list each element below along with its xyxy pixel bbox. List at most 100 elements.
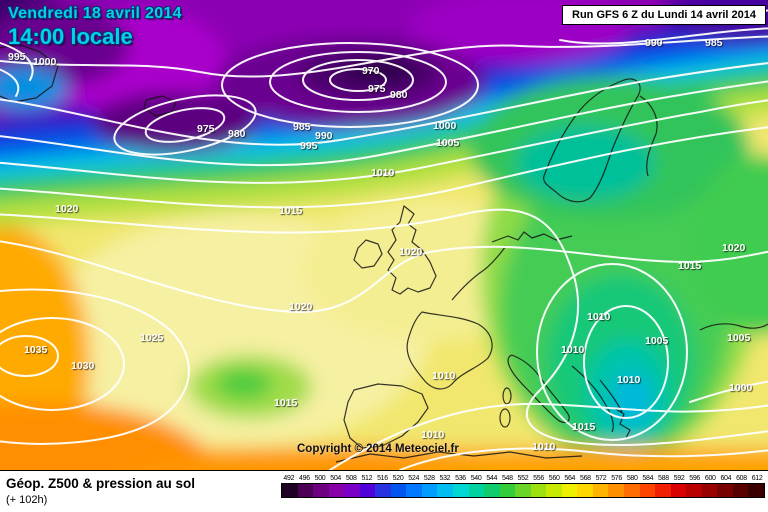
scale-color-cell (468, 484, 485, 497)
pressure-label: 1025 (140, 332, 164, 344)
scale-color-cell (453, 484, 469, 497)
pressure-label: 980 (228, 128, 246, 140)
legend-title: Géop. Z500 & pression au sol (6, 476, 196, 491)
pressure-label: 1015 (274, 397, 298, 409)
pressure-label: 1010 (532, 441, 556, 453)
model-run-info: Run GFS 6 Z du Lundi 14 avril 2014 (562, 5, 766, 25)
map-area: Vendredi 18 avril 2014 14:00 locale Run … (0, 0, 768, 470)
pressure-label: 1000 (433, 120, 457, 132)
legend-bar: Géop. Z500 & pression au sol (+ 102h) 49… (0, 470, 768, 512)
scale-value: 572 (595, 475, 607, 482)
scale-value: 492 (283, 475, 295, 482)
pressure-label: 1010 (432, 370, 456, 382)
scale-value: 556 (533, 475, 544, 482)
scale-value: 520 (392, 475, 404, 482)
scale-color-cell (297, 484, 314, 497)
scale-value: 596 (689, 475, 701, 482)
pressure-label: 1020 (399, 246, 423, 258)
scale-value: 532 (439, 475, 451, 482)
scale-color-cell (732, 484, 749, 497)
scale-color-cell (624, 484, 640, 497)
pressure-label: 995 (300, 140, 318, 152)
pressure-label: 1015 (279, 205, 303, 217)
scale-value: 568 (579, 475, 591, 482)
scale-color-cell (530, 484, 547, 497)
scale-color-cell (515, 484, 531, 497)
scale-values-row: 492 496 500 504 508 512 516 520 524 528 532 536 540 5… (281, 475, 765, 482)
scale-value: 608 (736, 475, 747, 482)
pressure-label: 1015 (678, 260, 702, 272)
scale-color-cell (328, 484, 345, 497)
pressure-label: 995 (8, 51, 26, 63)
scale-value: 536 (455, 475, 466, 482)
scale-color-cell (344, 484, 360, 497)
pressure-label: 1000 (33, 56, 57, 68)
scale-color-cell (375, 484, 391, 497)
scale-value: 548 (501, 475, 513, 482)
scale-value: 524 (408, 475, 420, 482)
scale-value: 584 (642, 475, 654, 482)
scale-value: 604 (720, 475, 732, 482)
pressure-label: 1030 (71, 360, 95, 372)
scale-value: 508 (345, 475, 357, 482)
scale-color-cell (577, 484, 593, 497)
scale-color-cell (406, 484, 422, 497)
scale-value: 560 (548, 475, 560, 482)
scale-value: 592 (673, 475, 685, 482)
pressure-label: 1020 (55, 203, 79, 215)
pressure-label: 990 (645, 37, 663, 49)
scale-value: 544 (486, 475, 498, 482)
weather-map-svg (0, 0, 768, 470)
scale-value: 588 (658, 475, 669, 482)
scale-color-cell (748, 484, 764, 497)
scale-color-cell (421, 484, 438, 497)
pressure-label: 1020 (722, 242, 746, 254)
pressure-label: 975 (197, 123, 215, 135)
scale-value: 516 (377, 475, 388, 482)
scale-color-cell (437, 484, 454, 497)
scale-color-cell (561, 484, 578, 497)
scale-color-cell (390, 484, 407, 497)
scale-color-cell (655, 484, 671, 497)
scale-color-cell (608, 484, 625, 497)
scale-color-cell (499, 484, 516, 497)
scale-value: 496 (299, 475, 310, 482)
scale-color-cell (484, 484, 500, 497)
pressure-label: 1035 (24, 344, 48, 356)
scale-color-cell (701, 484, 718, 497)
scale-value: 580 (626, 475, 638, 482)
pressure-label: 970 (362, 65, 380, 77)
scale-value: 500 (314, 475, 326, 482)
forecast-datetime: Vendredi 18 avril 2014 14:00 locale (8, 5, 182, 50)
scale-color-cell (282, 484, 298, 497)
scale-color-cell (670, 484, 687, 497)
pressure-label: 1010 (421, 429, 445, 441)
scale-value: 564 (564, 475, 576, 482)
pressure-label: 1005 (436, 137, 460, 149)
pressure-label: 1005 (645, 335, 669, 347)
scale-value: 504 (330, 475, 342, 482)
scale-value: 576 (611, 475, 622, 482)
scale-color-cell (313, 484, 329, 497)
pressure-label: 985 (705, 37, 723, 49)
forecast-local-time: 14:00 locale (8, 24, 133, 49)
pressure-label: 1010 (561, 344, 585, 356)
scale-color-cell (592, 484, 609, 497)
pressure-label: 980 (390, 89, 408, 101)
scale-color-cell (359, 484, 376, 497)
scale-value: 552 (517, 475, 529, 482)
color-scale: 492 496 500 504 508 512 516 520 524 528 532 536 540 5… (281, 475, 765, 498)
pressure-label: 1010 (587, 311, 611, 323)
pressure-label: 1020 (289, 301, 313, 313)
scale-color-cell (717, 484, 733, 497)
geopotential-field (0, 0, 768, 470)
scale-value: 600 (704, 475, 716, 482)
pressure-label: 1000 (729, 382, 753, 394)
scale-color-cell (686, 484, 702, 497)
legend-forecast-hour: (+ 102h) (6, 494, 48, 506)
scale-value: 612 (751, 475, 763, 482)
scale-color-cell (639, 484, 656, 497)
pressure-label: 1005 (727, 332, 751, 344)
scale-value: 512 (361, 475, 373, 482)
